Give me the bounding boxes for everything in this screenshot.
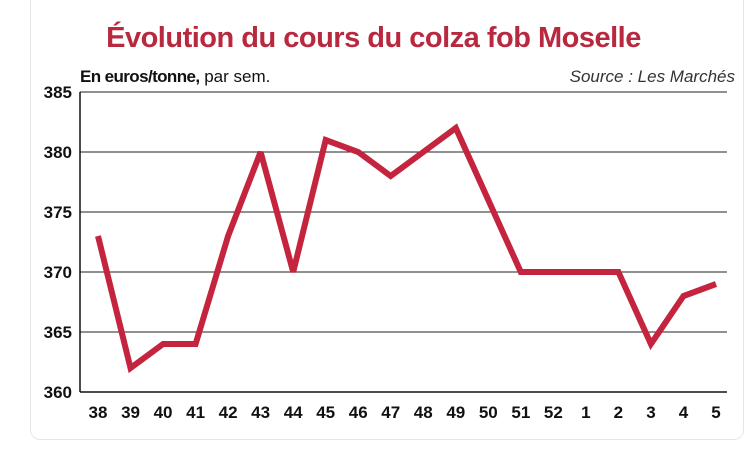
x-tick-label: 1 (581, 403, 590, 422)
x-tick-label: 45 (316, 403, 335, 422)
x-tick-label: 43 (251, 403, 270, 422)
x-tick-label: 39 (121, 403, 140, 422)
y-unit-rest: par sem. (199, 67, 271, 86)
y-unit-bold: En euros/tonne, (80, 67, 200, 86)
x-tick-label: 50 (479, 403, 498, 422)
y-tick-label: 375 (44, 203, 72, 222)
y-tick-label: 370 (44, 263, 72, 282)
series-line (95, 123, 718, 374)
chart-title: Évolution du cours du colza fob Moselle (106, 22, 641, 54)
x-tick-label: 42 (219, 403, 238, 422)
x-tick-label: 51 (511, 403, 530, 422)
chart-frame (30, 0, 744, 440)
x-tick-label: 49 (446, 403, 465, 422)
x-tick-label: 47 (381, 403, 400, 422)
y-tick-label: 385 (44, 83, 72, 102)
x-tick-label: 3 (646, 403, 655, 422)
x-tick-label: 41 (186, 403, 205, 422)
x-tick-label: 44 (284, 403, 303, 422)
y-axis-unit-label: En euros/tonne, par sem. (80, 67, 270, 87)
x-tick-label: 48 (414, 403, 433, 422)
source-label: Source : Les Marchés (569, 67, 735, 86)
x-tick-label: 40 (154, 403, 173, 422)
x-tick-label: 5 (711, 403, 720, 422)
x-tick-label: 38 (89, 403, 108, 422)
y-tick-label: 365 (44, 323, 72, 342)
x-tick-label: 52 (544, 403, 563, 422)
y-tick-label: 380 (44, 143, 72, 162)
y-tick-label: 360 (44, 383, 72, 402)
x-tick-label: 46 (349, 403, 368, 422)
x-tick-label: 2 (614, 403, 623, 422)
x-tick-label: 4 (679, 403, 689, 422)
